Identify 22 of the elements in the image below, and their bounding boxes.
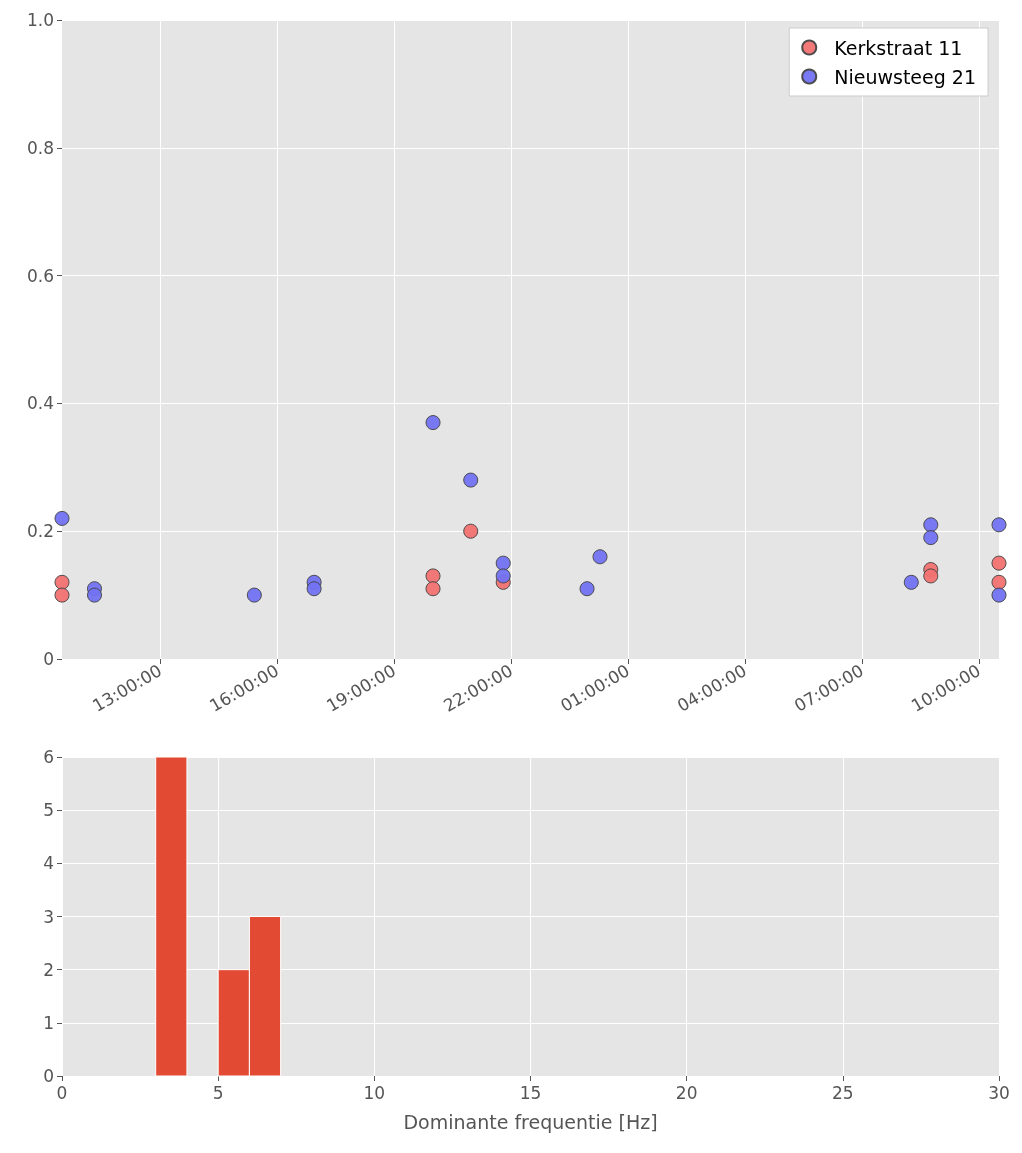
- y-tick-label: 3: [43, 906, 54, 927]
- legend-label: Kerkstraat 11: [834, 36, 963, 59]
- x-tick-label: 25: [832, 1082, 854, 1103]
- y-tick-label: 4: [43, 853, 54, 874]
- y-tick-label: 1.0: [26, 10, 54, 30]
- x-tick-label: 15: [519, 1082, 542, 1103]
- x-tick-label: 0: [56, 1082, 68, 1103]
- y-tick-label: 0: [43, 1066, 54, 1086]
- y-tick-label: 2: [43, 959, 54, 980]
- y-tick-label: 5: [43, 800, 54, 821]
- y-tick-label: 6: [43, 747, 54, 767]
- y-tick-label: 0.2: [26, 521, 54, 542]
- y-tick-label: 0.6: [26, 265, 54, 286]
- y-tick-label: 0.8: [26, 137, 54, 158]
- legend-label: Nieuwsteeg 21: [834, 65, 977, 88]
- x-tick-label: 10: [363, 1082, 386, 1103]
- x-tick-label: 20: [675, 1082, 698, 1103]
- x-axis-title: Dominante frequentie [Hz]: [403, 1110, 658, 1133]
- x-tick-label: 5: [212, 1082, 224, 1103]
- y-tick-label: 1: [43, 1012, 54, 1033]
- y-tick-label: 0.4: [26, 393, 54, 414]
- x-tick-label: 30: [988, 1082, 1010, 1103]
